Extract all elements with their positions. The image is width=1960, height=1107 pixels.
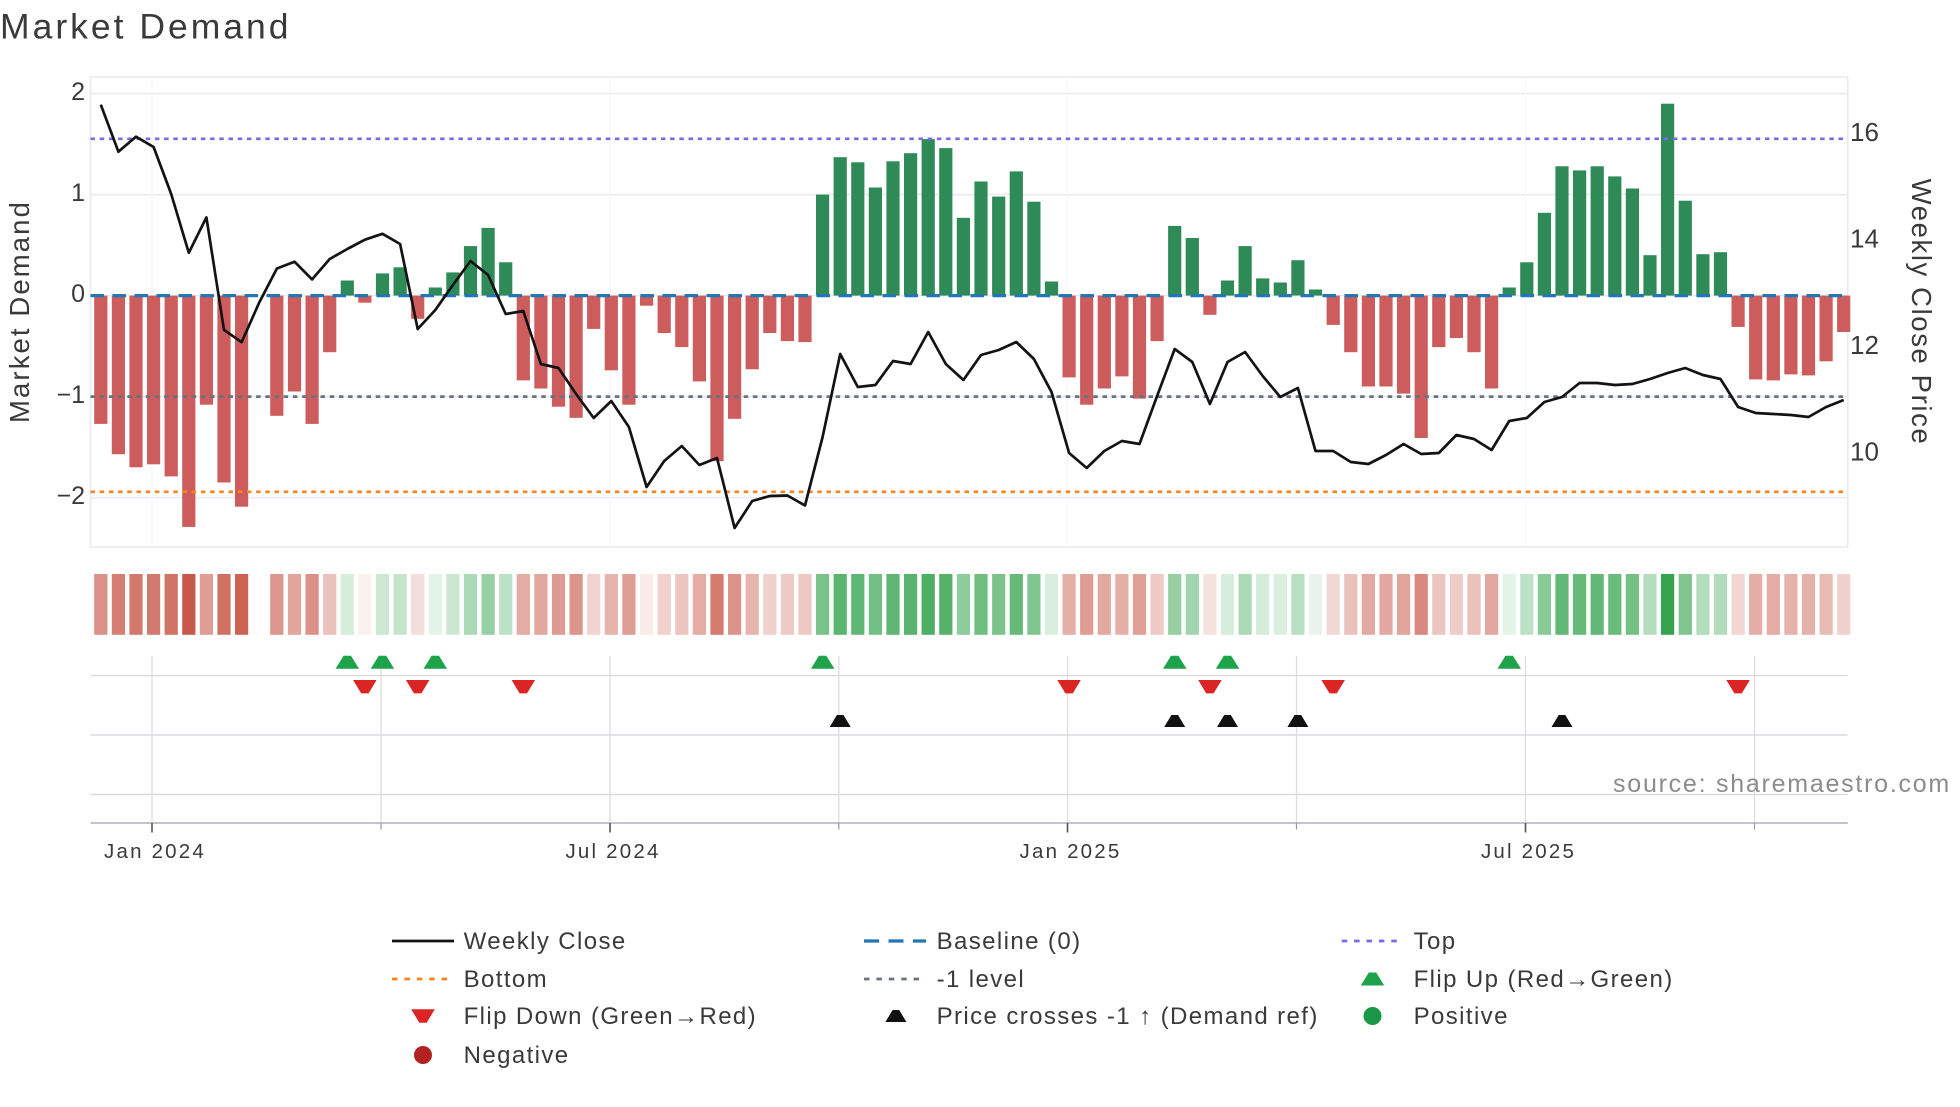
svg-text:Weekly Close: Weekly Close: [464, 928, 627, 955]
svg-text:Flip Up (Red→Green): Flip Up (Red→Green): [1414, 966, 1674, 993]
svg-text:Jan 2025: Jan 2025: [1020, 840, 1122, 863]
svg-text:Baseline (0): Baseline (0): [937, 928, 1082, 955]
svg-text:Flip Down (Green→Red): Flip Down (Green→Red): [464, 1003, 757, 1030]
svg-text:−2: −2: [56, 482, 85, 510]
svg-text:10: 10: [1850, 437, 1879, 467]
svg-text:−1: −1: [56, 381, 85, 409]
svg-text:Negative: Negative: [464, 1042, 570, 1069]
svg-text:14: 14: [1850, 224, 1879, 254]
svg-text:Jul 2025: Jul 2025: [1481, 840, 1576, 863]
svg-text:source: sharemaestro.com: source: sharemaestro.com: [1613, 770, 1951, 798]
svg-text:12: 12: [1850, 330, 1879, 360]
svg-text:Positive: Positive: [1414, 1003, 1509, 1030]
svg-text:Market Demand: Market Demand: [4, 200, 35, 423]
svg-text:16: 16: [1850, 117, 1879, 147]
svg-text:Price crosses -1 ↑ (Demand ref: Price crosses -1 ↑ (Demand ref): [937, 1003, 1319, 1030]
svg-text:Jan 2024: Jan 2024: [104, 840, 206, 863]
svg-text:2: 2: [71, 78, 85, 106]
svg-text:1: 1: [71, 179, 85, 207]
svg-text:Weekly Close Price: Weekly Close Price: [1906, 179, 1937, 446]
svg-text:Jul 2024: Jul 2024: [565, 840, 660, 863]
svg-text:0: 0: [71, 280, 85, 308]
svg-text:-1 level: -1 level: [937, 966, 1026, 993]
svg-text:Bottom: Bottom: [464, 966, 548, 993]
svg-text:Top: Top: [1414, 928, 1457, 955]
svg-text:Market Demand: Market Demand: [0, 7, 292, 47]
